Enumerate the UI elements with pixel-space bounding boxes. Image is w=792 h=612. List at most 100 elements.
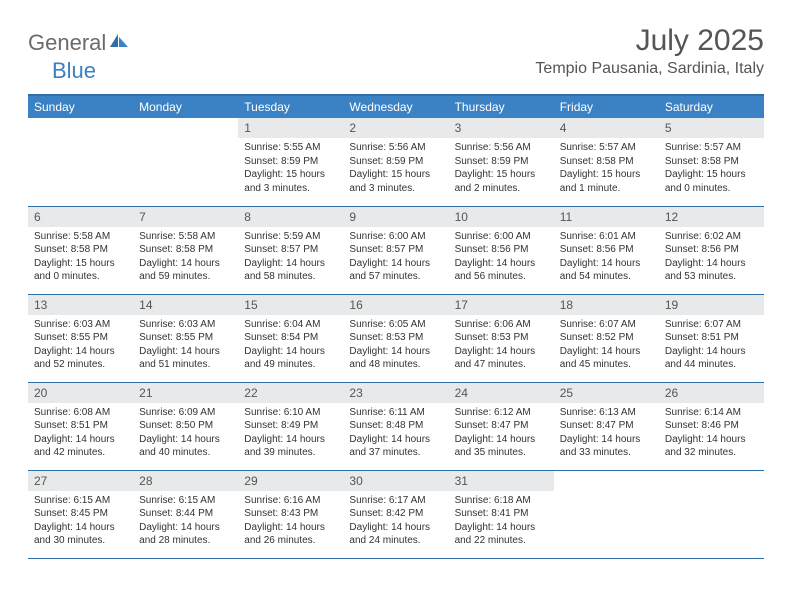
day-number: 20 bbox=[28, 383, 133, 403]
day-cell: 2Sunrise: 5:56 AMSunset: 8:59 PMDaylight… bbox=[343, 118, 448, 206]
day-cell: 3Sunrise: 5:56 AMSunset: 8:59 PMDaylight… bbox=[449, 118, 554, 206]
day-info: Sunrise: 6:16 AMSunset: 8:43 PMDaylight:… bbox=[238, 491, 343, 554]
day-cell: 17Sunrise: 6:06 AMSunset: 8:53 PMDayligh… bbox=[449, 294, 554, 382]
day-number: 18 bbox=[554, 295, 659, 315]
day-cell: 15Sunrise: 6:04 AMSunset: 8:54 PMDayligh… bbox=[238, 294, 343, 382]
location: Tempio Pausania, Sardinia, Italy bbox=[535, 60, 764, 78]
day-info: Sunrise: 5:58 AMSunset: 8:58 PMDaylight:… bbox=[133, 227, 238, 290]
day-cell: 21Sunrise: 6:09 AMSunset: 8:50 PMDayligh… bbox=[133, 382, 238, 470]
day-info: Sunrise: 5:58 AMSunset: 8:58 PMDaylight:… bbox=[28, 227, 133, 290]
calendar-row: 6Sunrise: 5:58 AMSunset: 8:58 PMDaylight… bbox=[28, 206, 764, 294]
weekday-header-row: SundayMondayTuesdayWednesdayThursdayFrid… bbox=[28, 95, 764, 118]
day-info: Sunrise: 6:09 AMSunset: 8:50 PMDaylight:… bbox=[133, 403, 238, 466]
day-info: Sunrise: 6:04 AMSunset: 8:54 PMDaylight:… bbox=[238, 315, 343, 378]
day-info: Sunrise: 6:10 AMSunset: 8:49 PMDaylight:… bbox=[238, 403, 343, 466]
day-number: 12 bbox=[659, 207, 764, 227]
day-cell: 18Sunrise: 6:07 AMSunset: 8:52 PMDayligh… bbox=[554, 294, 659, 382]
day-cell: 26Sunrise: 6:14 AMSunset: 8:46 PMDayligh… bbox=[659, 382, 764, 470]
day-number: 5 bbox=[659, 118, 764, 138]
day-info: Sunrise: 6:15 AMSunset: 8:44 PMDaylight:… bbox=[133, 491, 238, 554]
day-number: 25 bbox=[554, 383, 659, 403]
day-info: Sunrise: 6:15 AMSunset: 8:45 PMDaylight:… bbox=[28, 491, 133, 554]
day-info: Sunrise: 6:03 AMSunset: 8:55 PMDaylight:… bbox=[28, 315, 133, 378]
logo-general: General bbox=[28, 30, 106, 56]
day-info: Sunrise: 6:02 AMSunset: 8:56 PMDaylight:… bbox=[659, 227, 764, 290]
day-number: 13 bbox=[28, 295, 133, 315]
day-number: 6 bbox=[28, 207, 133, 227]
day-number: 7 bbox=[133, 207, 238, 227]
logo-blue: Blue bbox=[52, 58, 96, 84]
day-cell: 25Sunrise: 6:13 AMSunset: 8:47 PMDayligh… bbox=[554, 382, 659, 470]
day-number: 9 bbox=[343, 207, 448, 227]
day-cell: 1Sunrise: 5:55 AMSunset: 8:59 PMDaylight… bbox=[238, 118, 343, 206]
day-info: Sunrise: 5:57 AMSunset: 8:58 PMDaylight:… bbox=[659, 138, 764, 201]
month-title: July 2025 bbox=[535, 24, 764, 58]
day-number: 1 bbox=[238, 118, 343, 138]
day-number: 16 bbox=[343, 295, 448, 315]
title-block: July 2025 Tempio Pausania, Sardinia, Ita… bbox=[535, 24, 764, 78]
day-info: Sunrise: 6:18 AMSunset: 8:41 PMDaylight:… bbox=[449, 491, 554, 554]
day-cell: 24Sunrise: 6:12 AMSunset: 8:47 PMDayligh… bbox=[449, 382, 554, 470]
logo: General bbox=[28, 24, 132, 56]
day-number: 26 bbox=[659, 383, 764, 403]
weekday-header: Sunday bbox=[28, 95, 133, 118]
calendar-table: SundayMondayTuesdayWednesdayThursdayFrid… bbox=[28, 94, 764, 559]
day-cell: 23Sunrise: 6:11 AMSunset: 8:48 PMDayligh… bbox=[343, 382, 448, 470]
calendar-row: ....1Sunrise: 5:55 AMSunset: 8:59 PMDayl… bbox=[28, 118, 764, 206]
day-info: Sunrise: 6:06 AMSunset: 8:53 PMDaylight:… bbox=[449, 315, 554, 378]
day-info: Sunrise: 6:11 AMSunset: 8:48 PMDaylight:… bbox=[343, 403, 448, 466]
day-info: Sunrise: 6:01 AMSunset: 8:56 PMDaylight:… bbox=[554, 227, 659, 290]
day-cell: 6Sunrise: 5:58 AMSunset: 8:58 PMDaylight… bbox=[28, 206, 133, 294]
logo-sail-icon bbox=[108, 32, 130, 55]
day-cell: 11Sunrise: 6:01 AMSunset: 8:56 PMDayligh… bbox=[554, 206, 659, 294]
day-number: 31 bbox=[449, 471, 554, 491]
day-number: 19 bbox=[659, 295, 764, 315]
empty-cell: .. bbox=[133, 118, 238, 206]
day-info: Sunrise: 6:05 AMSunset: 8:53 PMDaylight:… bbox=[343, 315, 448, 378]
empty-cell: .. bbox=[659, 470, 764, 558]
day-cell: 22Sunrise: 6:10 AMSunset: 8:49 PMDayligh… bbox=[238, 382, 343, 470]
day-info: Sunrise: 6:03 AMSunset: 8:55 PMDaylight:… bbox=[133, 315, 238, 378]
day-cell: 7Sunrise: 5:58 AMSunset: 8:58 PMDaylight… bbox=[133, 206, 238, 294]
day-cell: 13Sunrise: 6:03 AMSunset: 8:55 PMDayligh… bbox=[28, 294, 133, 382]
day-cell: 12Sunrise: 6:02 AMSunset: 8:56 PMDayligh… bbox=[659, 206, 764, 294]
day-number: 22 bbox=[238, 383, 343, 403]
day-info: Sunrise: 6:14 AMSunset: 8:46 PMDaylight:… bbox=[659, 403, 764, 466]
day-info: Sunrise: 5:56 AMSunset: 8:59 PMDaylight:… bbox=[449, 138, 554, 201]
weekday-header: Saturday bbox=[659, 95, 764, 118]
day-info: Sunrise: 6:13 AMSunset: 8:47 PMDaylight:… bbox=[554, 403, 659, 466]
day-cell: 4Sunrise: 5:57 AMSunset: 8:58 PMDaylight… bbox=[554, 118, 659, 206]
day-cell: 30Sunrise: 6:17 AMSunset: 8:42 PMDayligh… bbox=[343, 470, 448, 558]
weekday-header: Thursday bbox=[449, 95, 554, 118]
day-cell: 14Sunrise: 6:03 AMSunset: 8:55 PMDayligh… bbox=[133, 294, 238, 382]
day-cell: 29Sunrise: 6:16 AMSunset: 8:43 PMDayligh… bbox=[238, 470, 343, 558]
day-cell: 16Sunrise: 6:05 AMSunset: 8:53 PMDayligh… bbox=[343, 294, 448, 382]
weekday-header: Friday bbox=[554, 95, 659, 118]
day-number: 15 bbox=[238, 295, 343, 315]
day-cell: 8Sunrise: 5:59 AMSunset: 8:57 PMDaylight… bbox=[238, 206, 343, 294]
day-info: Sunrise: 6:07 AMSunset: 8:51 PMDaylight:… bbox=[659, 315, 764, 378]
day-info: Sunrise: 5:55 AMSunset: 8:59 PMDaylight:… bbox=[238, 138, 343, 201]
day-cell: 9Sunrise: 6:00 AMSunset: 8:57 PMDaylight… bbox=[343, 206, 448, 294]
day-number: 23 bbox=[343, 383, 448, 403]
day-cell: 28Sunrise: 6:15 AMSunset: 8:44 PMDayligh… bbox=[133, 470, 238, 558]
calendar-row: 27Sunrise: 6:15 AMSunset: 8:45 PMDayligh… bbox=[28, 470, 764, 558]
day-cell: 20Sunrise: 6:08 AMSunset: 8:51 PMDayligh… bbox=[28, 382, 133, 470]
day-cell: 19Sunrise: 6:07 AMSunset: 8:51 PMDayligh… bbox=[659, 294, 764, 382]
weekday-header: Tuesday bbox=[238, 95, 343, 118]
day-number: 8 bbox=[238, 207, 343, 227]
day-cell: 10Sunrise: 6:00 AMSunset: 8:56 PMDayligh… bbox=[449, 206, 554, 294]
day-number: 27 bbox=[28, 471, 133, 491]
day-info: Sunrise: 6:08 AMSunset: 8:51 PMDaylight:… bbox=[28, 403, 133, 466]
day-number: 21 bbox=[133, 383, 238, 403]
day-number: 10 bbox=[449, 207, 554, 227]
day-number: 14 bbox=[133, 295, 238, 315]
day-info: Sunrise: 6:12 AMSunset: 8:47 PMDaylight:… bbox=[449, 403, 554, 466]
day-number: 28 bbox=[133, 471, 238, 491]
calendar-body: ....1Sunrise: 5:55 AMSunset: 8:59 PMDayl… bbox=[28, 118, 764, 558]
day-cell: 5Sunrise: 5:57 AMSunset: 8:58 PMDaylight… bbox=[659, 118, 764, 206]
day-cell: 27Sunrise: 6:15 AMSunset: 8:45 PMDayligh… bbox=[28, 470, 133, 558]
day-info: Sunrise: 5:57 AMSunset: 8:58 PMDaylight:… bbox=[554, 138, 659, 201]
day-info: Sunrise: 5:56 AMSunset: 8:59 PMDaylight:… bbox=[343, 138, 448, 201]
weekday-header: Monday bbox=[133, 95, 238, 118]
